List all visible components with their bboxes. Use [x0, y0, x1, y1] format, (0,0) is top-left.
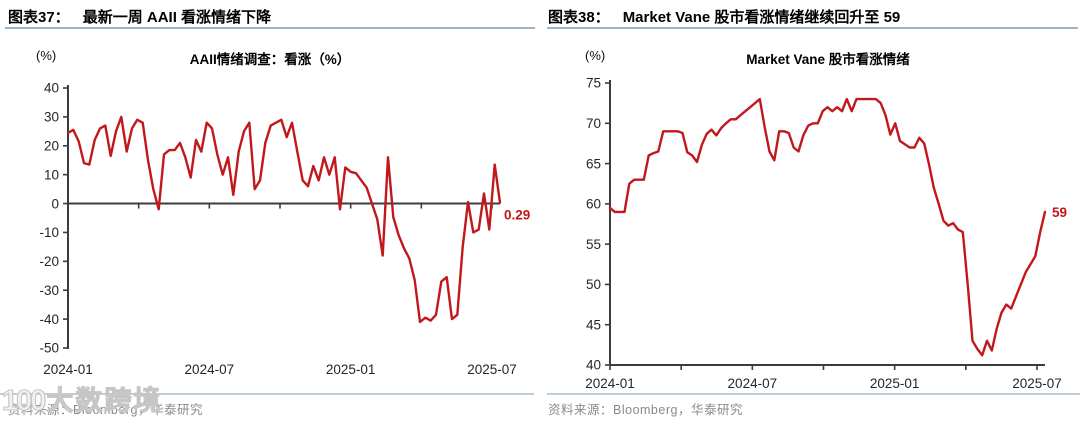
y-tick-label: -20	[39, 254, 59, 269]
y-axis-unit-label: (%)	[585, 48, 606, 63]
series-line	[608, 97, 1047, 357]
source-text: 资料来源：Bloomberg，华泰研究	[548, 403, 743, 417]
y-tick-label: 50	[586, 277, 601, 292]
y-axis-unit-label: (%)	[36, 48, 57, 63]
header-rule	[547, 27, 1078, 29]
y-tick-label: 65	[586, 156, 601, 171]
y-tick-label: 20	[44, 138, 59, 153]
figure-header: 图表38： Market Vane 股市看涨情绪继续回升至 59	[548, 6, 900, 27]
figure-panel-37: 图表37： 最新一周 AAII 看涨情绪下降 (%) AAII情绪调查：看涨（%）…	[0, 6, 535, 417]
figure-title: Market Vane 股市看涨情绪继续回升至 59	[622, 9, 901, 26]
source-text: 资料来源：Bloomberg，华泰研究	[8, 403, 203, 417]
x-tick-label: 2025-07	[467, 362, 517, 377]
end-value-label: 59	[1052, 205, 1067, 220]
figure-title: 最新一周 AAII 看涨情绪下降	[82, 9, 272, 26]
figure-panel-38: 图表38： Market Vane 股市看涨情绪继续回升至 59 (%) Mark…	[540, 0, 1080, 421]
x-tick-label: 2024-07	[185, 362, 235, 377]
y-tick-label: 75	[586, 76, 601, 91]
figure-tag: 图表38：	[548, 9, 610, 26]
chart-title: AAII情绪调查：看涨（%）	[189, 52, 351, 67]
x-tick-label: 2024-01	[43, 362, 93, 377]
y-tick-label: -10	[39, 225, 59, 240]
y-tick-label: 10	[44, 167, 59, 182]
y-tick-label: 45	[586, 317, 601, 332]
y-tick-label: -30	[39, 283, 59, 298]
y-tick-label: 60	[586, 197, 601, 212]
market-vane-line-chart: 75 70 65 60 55 50 45 40 2024-01 2024-07 2025-01 202…	[585, 76, 1067, 391]
y-tick-label: 30	[44, 110, 59, 125]
source-rule	[547, 393, 1080, 395]
series-line	[66, 115, 502, 324]
y-tick-label: 40	[44, 81, 59, 96]
y-tick-label: -50	[39, 341, 59, 356]
x-tick-label: 2025-01	[326, 362, 376, 377]
x-tick-label: 2024-01	[585, 376, 635, 391]
y-tick-label: 0	[51, 196, 59, 211]
end-value-label: 0.29	[504, 208, 530, 223]
x-tick-label: 2025-01	[870, 376, 920, 391]
x-tick-label: 2025-07	[1012, 376, 1062, 391]
y-tick-label: 40	[586, 358, 601, 373]
source-rule	[0, 393, 534, 395]
y-tick-label: -40	[39, 312, 59, 327]
x-tick-label: 2024-07	[728, 376, 778, 391]
figure-tag: 图表37：	[8, 9, 70, 26]
figure-header: 图表37： 最新一周 AAII 看涨情绪下降	[8, 6, 271, 27]
aaii-line-chart: 40 30 20 10 0 -10 -20 -30 -40 -50 2024-01 2024-07 20…	[39, 81, 530, 377]
y-tick-label: 55	[586, 237, 601, 252]
header-rule	[5, 27, 535, 29]
chart-title: Market Vane 股市看涨情绪	[746, 52, 910, 67]
y-tick-label: 70	[586, 116, 601, 131]
